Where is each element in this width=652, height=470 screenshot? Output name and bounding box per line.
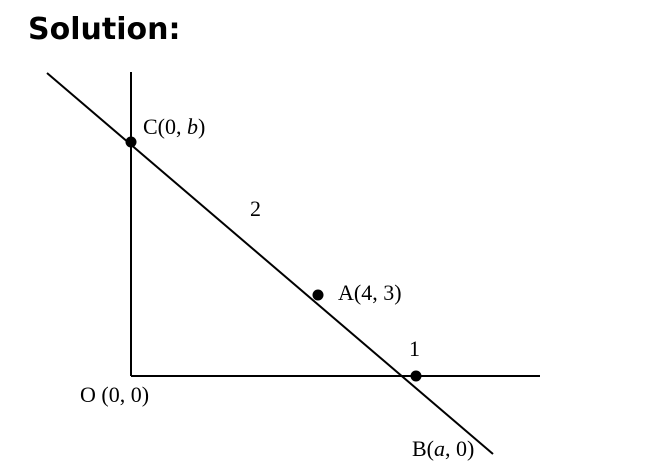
label-point-c: C(0, b) [143, 114, 205, 139]
label-origin: O (0, 0) [80, 382, 149, 407]
label-segment-upper: 2 [250, 196, 261, 221]
label-segment-lower: 1 [409, 336, 420, 361]
label-point-b: B(a, 0) [412, 436, 474, 461]
point-b [410, 370, 422, 382]
label-point-a: A(4, 3) [338, 280, 402, 305]
solution-heading: Solution: [28, 12, 181, 47]
point-c [125, 136, 137, 148]
point-a [312, 289, 324, 301]
line-cb [46, 72, 494, 455]
